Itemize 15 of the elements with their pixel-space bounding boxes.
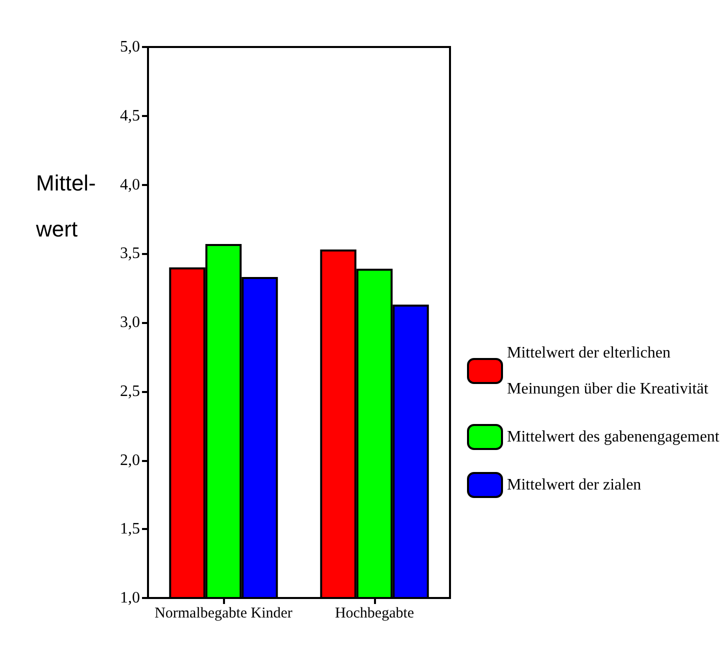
y-axis-title: Mittel- wert: [35, 170, 96, 242]
x-tick-label: Hochbegabte: [334, 606, 414, 622]
legend-label: Mittelwert des gabenengagement: [507, 428, 720, 446]
y-tick-label: 3,0: [120, 314, 140, 331]
y-tick-label: 4,0: [120, 176, 140, 194]
y-tick-label: 2,5: [120, 382, 140, 400]
y-tick-label: 1,0: [120, 590, 140, 606]
y-tick-label: 3,5: [120, 245, 140, 262]
x-tick-label: Normalbegabte Kinder: [154, 606, 292, 622]
y-tick-label: 5,0: [120, 38, 140, 56]
legend-label: Mittelwert der zialen: [507, 476, 642, 494]
y-tick-label: 1,5: [120, 520, 140, 538]
y-tick-label: 4,5: [120, 107, 140, 124]
y-tick-label: 2,0: [120, 452, 140, 469]
legend-label: Mittelwert der elterlichen Meinungen über die Kreativität: [507, 344, 709, 398]
